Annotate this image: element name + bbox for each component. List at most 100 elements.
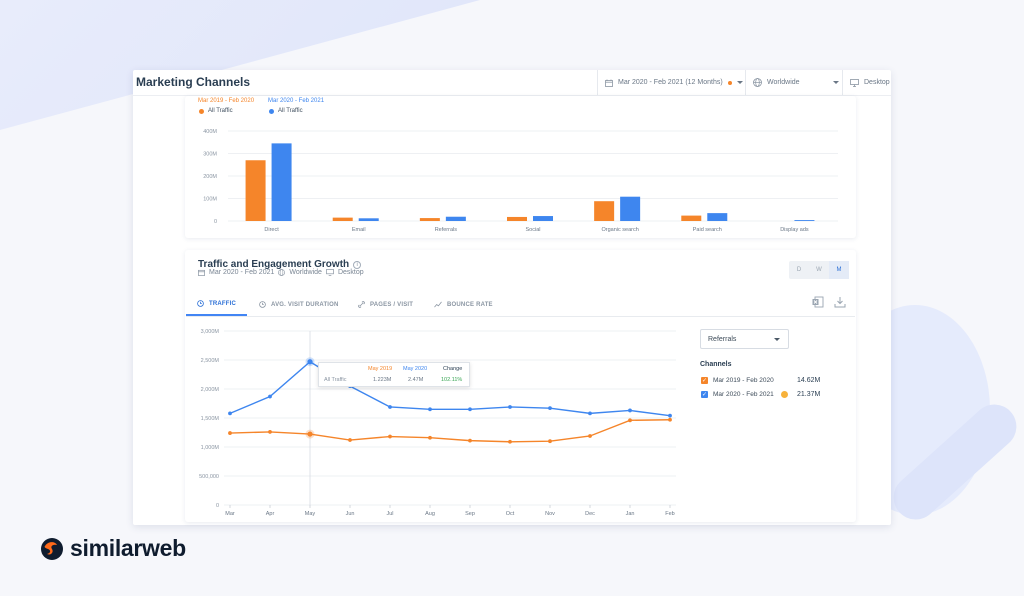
legend-item-current[interactable]: All Traffic — [269, 108, 303, 114]
data-point — [468, 438, 472, 443]
data-point — [307, 359, 313, 365]
tab-label: PAGES / VISIT — [370, 301, 414, 308]
data-point — [228, 431, 232, 435]
channels-heading: Channels — [700, 361, 732, 368]
bar — [681, 215, 702, 221]
x-tick-label: Social — [526, 227, 541, 233]
data-point — [348, 438, 352, 442]
series-line-previous — [229, 419, 671, 443]
tab-bounce-rate[interactable]: BOUNCE RATE — [434, 293, 493, 316]
data-point — [307, 431, 313, 437]
granularity-day-button[interactable]: D — [796, 267, 802, 273]
clock-icon — [197, 300, 204, 307]
legend-label: All Traffic — [208, 108, 233, 114]
bar — [707, 213, 728, 221]
device-label: Desktop — [864, 79, 890, 86]
bar — [358, 218, 379, 221]
brand-name: similarweb — [70, 535, 186, 561]
y-tick-label: 500,000 — [199, 474, 219, 480]
y-tick-label: 1,000M — [201, 445, 220, 451]
geo-label: Worldwide — [767, 79, 800, 86]
x-tick-label: Email — [352, 227, 366, 233]
bar — [533, 216, 553, 221]
tab-pages-per-visit[interactable]: PAGES / VISIT — [358, 293, 413, 316]
channel-row-current[interactable]: ✓ Mar 2020 - Feb 2021 — [701, 391, 788, 398]
similarweb-logo-icon — [41, 537, 63, 560]
date-range-filter[interactable]: Mar 2020 - Feb 2021 (12 Months) — [597, 70, 745, 95]
info-icon[interactable]: i — [353, 260, 362, 269]
download-icon[interactable] — [834, 296, 846, 308]
bar — [445, 216, 466, 221]
trend-icon — [434, 301, 442, 308]
y-tick-label: 3,000M — [201, 329, 220, 335]
channel-row-previous[interactable]: ✓ Mar 2019 - Feb 2020 — [701, 377, 774, 384]
data-point — [668, 417, 672, 422]
excel-export-icon[interactable] — [812, 296, 824, 308]
data-point — [388, 434, 392, 439]
data-point — [428, 407, 432, 412]
traffic-growth-card — [185, 250, 856, 522]
data-point — [468, 407, 472, 412]
checkbox-checked-icon[interactable]: ✓ — [701, 391, 708, 398]
globe-icon — [278, 269, 286, 276]
tooltip-value-previous: 1.223M — [373, 377, 392, 383]
data-point — [628, 408, 632, 413]
device-filter[interactable]: Desktop — [842, 70, 891, 95]
channels-bar-card — [185, 96, 856, 238]
bar — [271, 143, 292, 221]
x-tick-label: Nov — [545, 511, 555, 517]
y-tick-label: 1,500M — [201, 416, 220, 422]
tooltip-col-change: Change — [443, 366, 463, 372]
checkbox-checked-icon[interactable]: ✓ — [701, 377, 708, 384]
desktop-icon — [326, 269, 334, 276]
x-tick-label: Display ads — [780, 227, 809, 233]
channel-select-value: Referrals — [708, 335, 737, 343]
tab-label: BOUNCE RATE — [447, 301, 493, 308]
x-tick-label: May — [305, 511, 316, 517]
granularity-month-button[interactable]: M — [829, 261, 849, 279]
bar — [332, 217, 353, 221]
chart-tooltip: May 2019 May 2020 Change All Traffic 1.2… — [318, 362, 470, 387]
x-tick-label: Mar — [225, 511, 235, 517]
tab-avg-visit-duration[interactable]: AVG. VISIT DURATION — [259, 293, 339, 316]
x-tick-label: Oct — [506, 511, 515, 517]
chevron-down-icon — [774, 338, 780, 341]
x-tick-label: Aug — [425, 511, 435, 517]
tooltip-row-label: All Traffic — [324, 377, 347, 383]
data-point — [548, 439, 552, 444]
x-tick-label: Dec — [585, 511, 595, 517]
title-divider — [133, 95, 891, 96]
y-tick-label: 400M — [203, 129, 217, 135]
data-point — [668, 413, 672, 418]
channel-select[interactable]: Referrals — [700, 329, 789, 349]
tab-label: AVG. VISIT DURATION — [271, 301, 339, 308]
growth-title-text: Traffic and Engagement Growth — [198, 259, 350, 270]
bar — [620, 196, 641, 221]
x-tick-label: Jun — [346, 511, 355, 517]
tooltip-value-current: 2.47M — [408, 377, 424, 383]
data-point — [588, 434, 592, 438]
legend-range-current: Mar 2020 - Feb 2021 — [268, 98, 325, 104]
legend-label: All Traffic — [278, 108, 303, 114]
data-point — [588, 411, 592, 416]
granularity-week-button[interactable]: W — [816, 267, 822, 273]
channel-row-label: Mar 2019 - Feb 2020 — [713, 377, 774, 384]
link-icon — [358, 301, 365, 308]
bar — [419, 218, 440, 221]
metric-tabs: TRAFFIC AVG. VISIT DURATION PAGES / VISI… — [186, 293, 855, 317]
geo-filter[interactable]: Worldwide — [745, 70, 842, 95]
data-point — [228, 411, 232, 416]
data-point — [548, 406, 552, 411]
data-point — [508, 439, 512, 444]
data-point — [628, 418, 632, 423]
channel-value-current: 21.37M — [797, 391, 821, 398]
tab-traffic[interactable]: TRAFFIC — [186, 293, 247, 316]
globe-icon — [753, 78, 762, 87]
legend-item-previous[interactable]: All Traffic — [199, 108, 233, 114]
x-tick-label: Referrals — [435, 227, 458, 233]
legend-dot-icon — [269, 108, 274, 114]
y-tick-label: 100M — [203, 197, 217, 203]
data-point — [508, 405, 512, 409]
bar — [794, 220, 815, 221]
